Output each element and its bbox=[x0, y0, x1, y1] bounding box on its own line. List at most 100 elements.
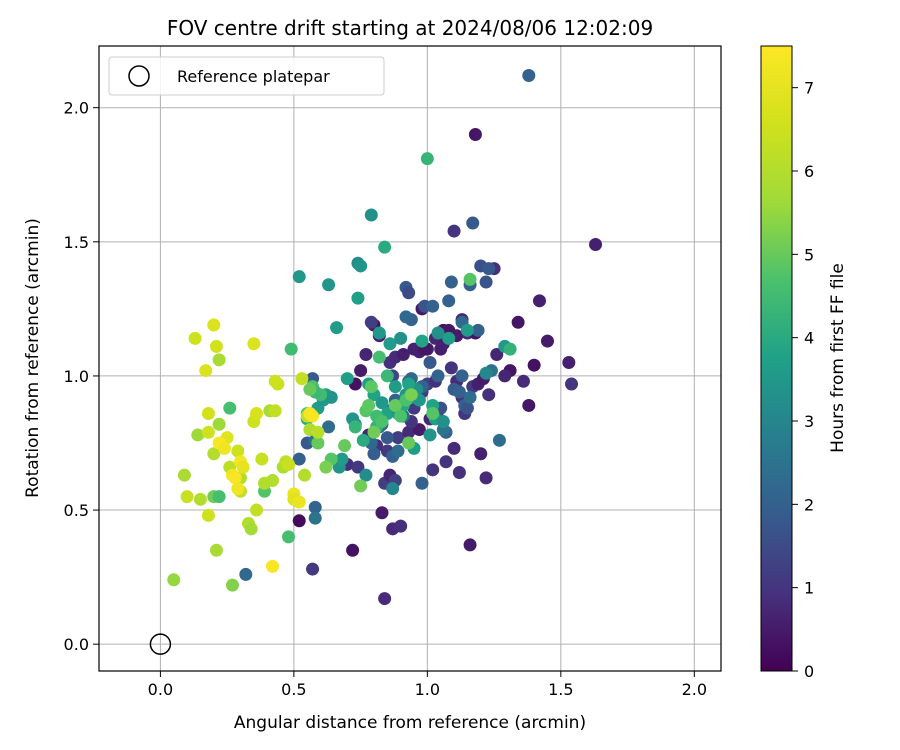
data-point bbox=[423, 428, 437, 442]
data-point bbox=[180, 490, 194, 504]
data-point bbox=[250, 503, 264, 517]
data-point bbox=[420, 152, 434, 166]
y-axis-ticks: 0.0 0.5 1.0 1.5 2.0 bbox=[64, 99, 99, 654]
data-point bbox=[394, 331, 408, 345]
data-point bbox=[372, 326, 386, 340]
data-point bbox=[442, 331, 456, 345]
data-point bbox=[391, 431, 405, 445]
data-point bbox=[167, 573, 181, 587]
data-point bbox=[217, 441, 231, 455]
data-point bbox=[354, 479, 368, 493]
data-point bbox=[284, 342, 298, 356]
data-point bbox=[412, 423, 426, 437]
y-tick-label: 2.0 bbox=[64, 99, 89, 118]
data-point bbox=[426, 406, 440, 420]
data-point bbox=[292, 514, 306, 528]
data-point bbox=[404, 388, 418, 402]
x-tick-label: 1.0 bbox=[415, 680, 440, 699]
data-point bbox=[209, 543, 223, 557]
data-point bbox=[386, 482, 400, 496]
data-point bbox=[482, 262, 496, 276]
data-point bbox=[436, 415, 450, 429]
data-point bbox=[322, 278, 336, 292]
data-point bbox=[380, 431, 394, 445]
data-point bbox=[378, 592, 392, 606]
data-point bbox=[367, 425, 381, 439]
data-point bbox=[490, 347, 504, 361]
data-point bbox=[378, 240, 392, 254]
colorbar-gradient bbox=[760, 45, 793, 672]
data-point bbox=[375, 415, 389, 429]
data-point bbox=[380, 369, 394, 383]
data-point bbox=[362, 398, 376, 412]
data-point bbox=[351, 460, 365, 474]
data-point bbox=[444, 275, 458, 289]
data-point bbox=[383, 337, 397, 351]
colorbar-ticks: 0 1 2 3 4 5 6 7 bbox=[792, 79, 814, 681]
data-point bbox=[452, 466, 466, 480]
data-point bbox=[193, 492, 207, 506]
data-point bbox=[311, 436, 325, 450]
colorbar-label: Hours from first FF file bbox=[828, 263, 848, 453]
data-point bbox=[244, 522, 258, 536]
x-tick-label: 1.5 bbox=[548, 680, 573, 699]
colorbar: 0 1 2 3 4 5 6 7 Hours from first FF file bbox=[760, 45, 848, 681]
data-point bbox=[562, 356, 576, 370]
x-tick-label: 0.0 bbox=[148, 680, 173, 699]
data-point bbox=[201, 406, 215, 420]
data-point bbox=[431, 369, 445, 383]
data-point bbox=[319, 460, 333, 474]
y-tick-label: 0.0 bbox=[64, 635, 89, 654]
data-point bbox=[207, 318, 221, 332]
data-point bbox=[463, 390, 477, 404]
data-point bbox=[306, 409, 320, 423]
data-point bbox=[338, 439, 352, 453]
data-point bbox=[452, 385, 466, 399]
data-point bbox=[455, 369, 469, 383]
data-point bbox=[479, 275, 493, 289]
data-point bbox=[482, 388, 496, 402]
data-point bbox=[522, 69, 536, 83]
data-point bbox=[402, 377, 416, 391]
data-point bbox=[511, 315, 525, 329]
data-point bbox=[527, 358, 541, 372]
data-point bbox=[589, 237, 603, 251]
colorbar-tick-label: 6 bbox=[804, 162, 814, 181]
data-point bbox=[444, 361, 458, 375]
data-point bbox=[479, 471, 493, 485]
data-point bbox=[447, 224, 461, 238]
data-point bbox=[426, 299, 440, 313]
colorbar-tick-label: 5 bbox=[804, 245, 814, 264]
y-tick-label: 1.0 bbox=[64, 367, 89, 386]
data-point bbox=[402, 436, 416, 450]
data-point bbox=[532, 294, 546, 308]
legend-entry-reference-platepar: Reference platepar bbox=[177, 67, 330, 86]
data-point bbox=[209, 339, 223, 353]
data-point bbox=[498, 369, 512, 383]
data-point bbox=[356, 433, 370, 447]
legend-box bbox=[108, 56, 385, 96]
legend-marker-icon bbox=[128, 65, 150, 87]
y-tick-label: 0.5 bbox=[64, 501, 89, 520]
grid-lines bbox=[99, 46, 721, 671]
data-point bbox=[468, 128, 482, 142]
plot-area bbox=[99, 46, 721, 671]
data-point bbox=[177, 468, 191, 482]
data-point bbox=[503, 342, 517, 356]
data-point bbox=[268, 404, 282, 418]
data-point bbox=[191, 428, 205, 442]
data-point bbox=[324, 390, 338, 404]
x-axis-ticks: 0.0 0.5 1.0 1.5 2.0 bbox=[148, 671, 707, 699]
data-point bbox=[402, 286, 416, 300]
data-point bbox=[407, 342, 421, 356]
data-point bbox=[492, 433, 506, 447]
data-point bbox=[212, 417, 226, 431]
data-point bbox=[292, 452, 306, 466]
data-point bbox=[391, 444, 405, 458]
data-point bbox=[255, 452, 269, 466]
data-point bbox=[231, 482, 245, 496]
data-point bbox=[201, 425, 215, 439]
data-point bbox=[359, 347, 373, 361]
x-tick-label: 2.0 bbox=[682, 680, 707, 699]
